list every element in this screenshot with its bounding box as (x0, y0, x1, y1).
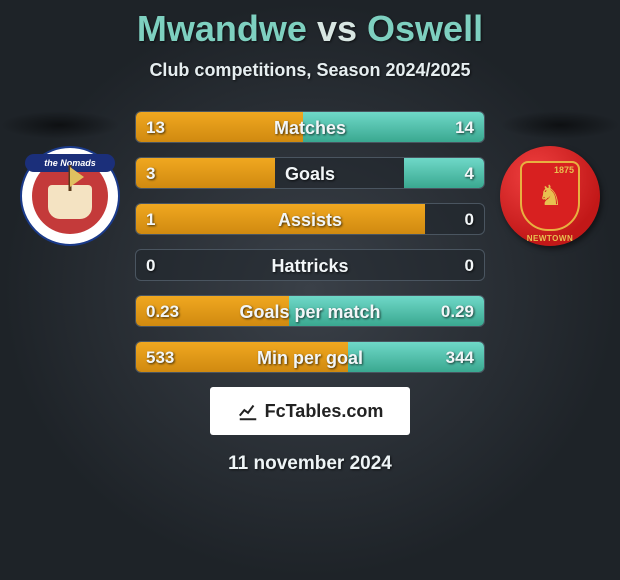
vs-separator: vs (317, 8, 357, 49)
stat-row: 34Goals (135, 157, 485, 189)
crest-right-shield: 1875 ♞ NEWTOWN (520, 161, 580, 231)
date-label: 11 november 2024 (0, 453, 620, 475)
player1-name: Mwandwe (137, 8, 307, 49)
stat-value-left: 0 (136, 250, 165, 281)
crest-right-name: NEWTOWN (527, 234, 573, 243)
bar-fill-left (136, 158, 275, 188)
crest-left: the Nomads (20, 146, 120, 246)
footer-brand: FcTables.com (265, 401, 384, 422)
stat-row: 533344Min per goal (135, 341, 485, 373)
comparison-stage: the Nomads 1875 ♞ NEWTOWN 1314Matches 34G… (0, 111, 620, 373)
crest-left-inner: the Nomads (32, 158, 108, 234)
stat-row: 1314Matches (135, 111, 485, 143)
crest-right: 1875 ♞ NEWTOWN (500, 146, 600, 246)
stat-row: 10Assists (135, 203, 485, 235)
sail-icon (70, 167, 84, 187)
shadow-left (0, 111, 120, 139)
stat-value-right: 0 (455, 250, 484, 281)
stat-bars: 1314Matches34Goals10Assists00Hattricks0.… (135, 111, 485, 373)
chart-icon (237, 400, 259, 422)
stat-label: Hattricks (136, 250, 484, 281)
footer-badge[interactable]: FcTables.com (210, 387, 410, 435)
bar-fill-left (136, 296, 289, 326)
bar-fill-right (289, 296, 484, 326)
stat-row: 0.230.29Goals per match (135, 295, 485, 327)
player2-name: Oswell (367, 8, 483, 49)
boat-icon (48, 185, 92, 219)
lion-icon: ♞ (537, 182, 562, 210)
bar-fill-right (303, 112, 484, 142)
bar-fill-left (136, 204, 425, 234)
bar-fill-right (348, 342, 484, 372)
subtitle: Club competitions, Season 2024/2025 (0, 60, 620, 81)
bar-fill-left (136, 342, 348, 372)
crest-right-year: 1875 (554, 165, 574, 175)
stat-value-right: 0 (455, 204, 484, 235)
stat-row: 0 0Hattricks (135, 249, 485, 281)
shadow-right (500, 111, 620, 139)
page-title: Mwandwe vs Oswell (0, 0, 620, 50)
bar-fill-left (136, 112, 303, 142)
bar-fill-right (404, 158, 484, 188)
